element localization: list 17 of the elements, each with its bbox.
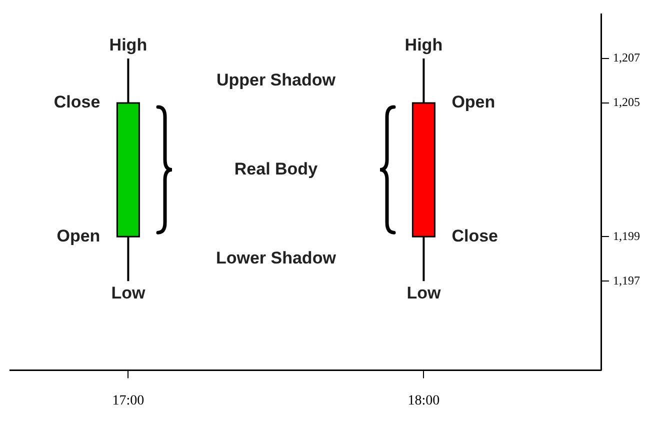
annotation: Lower Shadow — [216, 248, 337, 268]
annotation: Close — [452, 226, 498, 246]
annotation: Low — [406, 283, 442, 302]
annotation: Close — [54, 92, 100, 112]
x-tick-label: 18:00 — [408, 393, 440, 408]
annotation: Upper Shadow — [216, 70, 336, 90]
annotation: Low — [111, 283, 146, 302]
annotation: Open — [452, 92, 496, 112]
annotation: Real Body — [234, 160, 318, 179]
y-tick-label: 1,207 — [613, 50, 640, 65]
annotation: High — [109, 36, 148, 55]
x-tick-label: 17:00 — [112, 393, 144, 408]
y-tick-label: 1,197 — [613, 273, 640, 288]
y-tick-label: 1,205 — [613, 95, 640, 110]
annotation: Open — [56, 226, 100, 246]
y-tick-label: 1,199 — [613, 228, 640, 243]
annotation: High — [404, 36, 443, 55]
